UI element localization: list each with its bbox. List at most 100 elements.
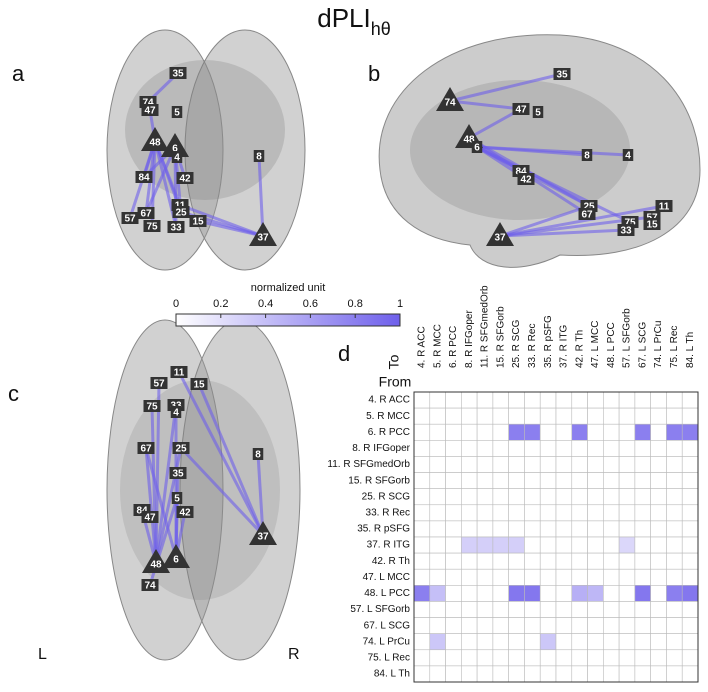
matrix-cell	[571, 504, 588, 522]
matrix-cell	[681, 601, 699, 618]
connection	[449, 99, 522, 111]
column-label: 67. L SCG	[637, 321, 648, 368]
matrix-cell	[539, 488, 557, 506]
node-box	[171, 106, 183, 118]
matrix-cell	[539, 423, 557, 441]
matrix-cell	[476, 472, 494, 489]
matrix-cell	[445, 456, 462, 473]
node-box	[655, 200, 673, 212]
node-box	[143, 400, 161, 412]
column-label: 42. R Th	[574, 330, 585, 368]
row-label: 75. L Rec	[368, 652, 410, 663]
matrix-cell	[413, 472, 431, 489]
matrix-cell	[461, 552, 478, 570]
matrix-cell	[508, 585, 525, 602]
matrix-cell	[476, 488, 494, 506]
matrix-cell	[476, 440, 494, 457]
matrix-cell	[413, 456, 431, 473]
matrix-cell	[666, 552, 683, 570]
node-source	[486, 222, 514, 246]
matrix-cell	[413, 585, 431, 602]
matrix-cell	[571, 617, 588, 634]
node-box	[150, 377, 168, 389]
side-label: L	[38, 646, 47, 663]
panel-label: b	[368, 61, 380, 86]
matrix-cell	[429, 456, 446, 473]
matrix-cell	[681, 456, 699, 473]
matrix-cell	[539, 585, 557, 602]
matrix-cell	[413, 520, 431, 538]
matrix-cell	[650, 520, 667, 538]
matrix-cell	[618, 568, 636, 586]
matrix-cell	[524, 440, 541, 457]
matrix-cell	[650, 649, 667, 667]
matrix-cell	[587, 552, 604, 570]
matrix-cell	[650, 423, 667, 441]
node-box	[253, 150, 265, 162]
matrix-cell	[555, 520, 573, 538]
row-label: 15. R SFGorb	[348, 475, 410, 486]
matrix-cell	[650, 665, 667, 683]
node-label: 84	[138, 173, 150, 184]
matrix-cell	[587, 407, 604, 425]
matrix-cell	[461, 649, 478, 667]
matrix-cell	[429, 488, 446, 506]
node-label: 48	[463, 135, 475, 146]
matrix-cell	[603, 552, 620, 570]
node-label: 37	[257, 532, 269, 543]
matrix-cell	[634, 552, 651, 570]
matrix-cell	[650, 391, 667, 409]
matrix-cell	[508, 504, 525, 522]
node-box	[141, 104, 159, 116]
matrix-cell	[555, 423, 573, 441]
matrix-cell	[539, 633, 557, 651]
matrix-cell	[618, 407, 636, 425]
node-label: 47	[144, 106, 156, 117]
node-label: 35	[172, 469, 184, 480]
matrix-cell	[476, 568, 494, 586]
matrix-cell	[461, 520, 478, 538]
matrix-cell	[587, 440, 604, 457]
matrix-cell	[445, 665, 462, 683]
matrix-cell	[555, 456, 573, 473]
matrix-cell	[618, 536, 636, 554]
matrix-cell	[508, 407, 525, 425]
matrix-cell	[618, 649, 636, 667]
row-label: 74. L PrCu	[363, 636, 410, 647]
matrix-cell	[445, 504, 462, 522]
node-box	[176, 172, 194, 184]
connection	[154, 404, 178, 564]
matrix-cell	[555, 601, 573, 618]
node-label: 5	[174, 494, 180, 505]
matrix-cell	[429, 568, 446, 586]
matrix-cell	[571, 649, 588, 667]
matrix-cell	[650, 440, 667, 457]
matrix-cell	[666, 665, 683, 683]
matrix-cell	[666, 504, 683, 522]
matrix-cell	[492, 391, 509, 409]
matrix-cell	[524, 423, 541, 441]
node-source	[436, 87, 464, 111]
node-box	[170, 406, 182, 418]
node-box	[167, 221, 185, 233]
node-box	[137, 442, 155, 454]
connection	[150, 405, 158, 564]
matrix-cell	[445, 488, 462, 506]
matrix-cell	[492, 407, 509, 425]
node-box	[171, 151, 183, 163]
matrix-cell	[571, 488, 588, 506]
matrix-cell	[681, 472, 699, 489]
node-box	[176, 506, 194, 518]
row-label: 8. R IFGoper	[352, 443, 410, 454]
matrix-cell	[413, 407, 431, 425]
node-label: 5	[535, 108, 541, 119]
matrix-cell	[666, 488, 683, 506]
matrix-cell	[461, 665, 478, 683]
node-box	[170, 366, 188, 378]
matrix-cell	[681, 633, 699, 651]
row-label: 11. R SFGmedOrb	[327, 459, 410, 470]
node-label: 57	[153, 379, 165, 390]
matrix-cell	[571, 472, 588, 489]
matrix-cell	[666, 601, 683, 618]
matrix-cell	[539, 665, 557, 683]
